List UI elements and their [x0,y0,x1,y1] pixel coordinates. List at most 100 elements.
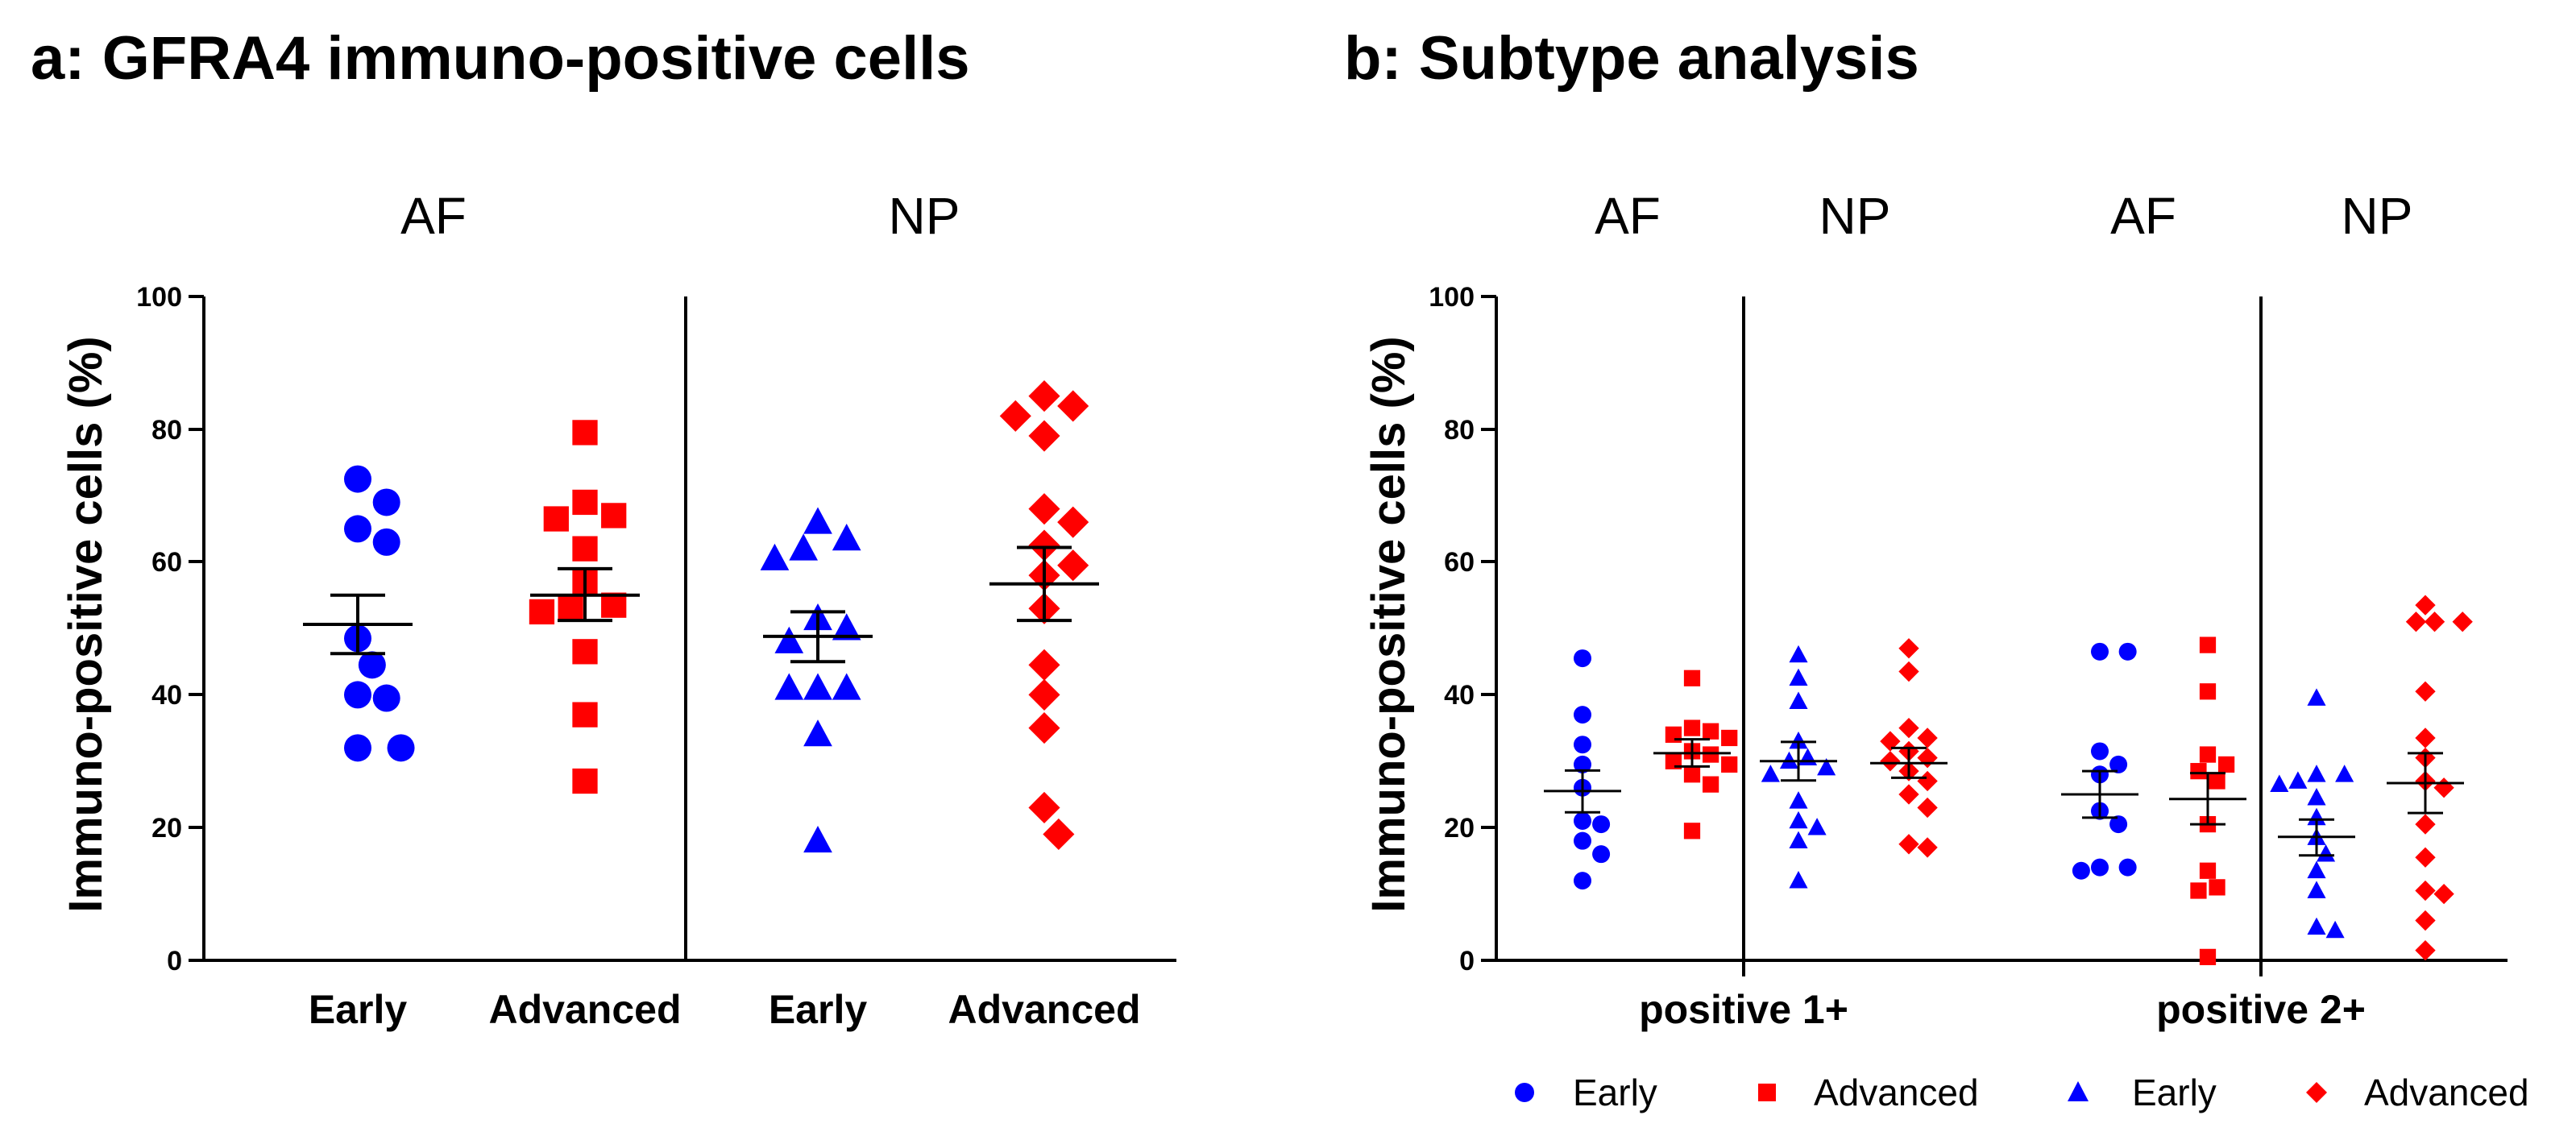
data-point [2307,788,2326,806]
data-point [2190,763,2207,780]
data-point [372,488,400,516]
data-point [1683,823,1701,839]
data-point [774,673,804,700]
data-point [1043,818,1075,850]
data-point [344,681,371,709]
data-point [803,825,832,853]
legend-item-advanced-square: Advanced [1758,1072,1979,1113]
series-2-af-advanced [2169,636,2246,965]
data-point [344,465,371,493]
data-point [2307,917,2326,935]
series-np-early [760,507,873,853]
data-point [344,734,371,762]
data-point [1917,797,1938,819]
legend-label: Advanced [2364,1072,2529,1113]
data-point [601,503,627,529]
data-point [2199,683,2217,700]
data-point [572,639,598,665]
data-point [572,489,598,516]
data-point [1880,731,1901,752]
data-point [529,599,555,625]
data-point [372,684,400,712]
data-point [1702,776,1719,793]
data-point [2405,611,2427,632]
data-point [1917,728,1938,748]
data-point [2307,688,2326,706]
data-point [1683,719,1701,736]
panel-b-group-label-af-1: AF [1595,187,1661,245]
series-1-af-early [1544,649,1621,890]
data-point [1028,380,1060,412]
y-tick-label: 80 [151,415,182,446]
data-point [999,400,1031,432]
series-1-np-advanced [1870,638,1948,858]
y-tick-label: 20 [1444,813,1475,844]
data-point [572,768,598,794]
y-tick-label: 60 [1444,547,1475,578]
panel-a-y-axis-label: Immuno-positive cells (%) [60,336,112,912]
data-point [2415,728,2436,748]
data-point [572,536,598,562]
legend-diamond-marker [2306,1082,2327,1103]
data-point [1789,731,1808,749]
y-tick-label: 0 [167,946,182,976]
series-2-np-advanced [2387,595,2473,961]
panel-b-group-label-np-2: NP [2342,187,2413,245]
data-point [1898,661,1919,682]
data-point [1574,736,1591,754]
legend-label: Early [2132,1072,2217,1113]
data-point [1721,729,1738,747]
data-point [1898,784,1919,805]
data-point [1798,748,1818,766]
data-point [1574,831,1591,850]
panel-b-y-ticks: 0 20 40 60 80 100 [1429,282,1496,976]
data-point [2199,948,2217,965]
series-np-advanced [989,380,1099,850]
legend-label: Advanced [1814,1072,1979,1113]
data-point [2307,765,2326,782]
data-point [2199,862,2217,879]
data-point [1721,756,1738,773]
data-point [372,528,400,556]
data-point [2209,879,2225,896]
data-point [2109,815,2128,834]
panel-a-data-points [303,380,1099,853]
data-point [2415,939,2436,961]
data-point [358,651,386,679]
panel-b-x-label-positive-1: positive 1+ [1639,987,1848,1032]
data-point [832,613,861,640]
panel-b-title: b: Subtype analysis [1344,24,1919,93]
data-point [2307,881,2326,898]
data-point [1917,748,1938,769]
data-point [1574,755,1591,773]
panel-a-title: a: GFRA4 immuno-positive cells [31,24,970,93]
data-point [2091,742,2109,761]
data-point [1574,649,1591,668]
data-point [387,734,415,762]
data-point [2091,858,2109,877]
panel-a-y-ticks: 0 20 40 60 80 100 [136,282,204,976]
data-point [760,543,790,570]
panel-b: b: Subtype analysis AF NP AF NP Immuno-p… [1344,24,2529,1113]
data-point [2433,883,2454,905]
data-point [2209,773,2225,790]
data-point [2072,861,2090,880]
data-point [1917,770,1938,792]
data-point [1789,831,1808,849]
data-point [1807,818,1827,835]
data-point [1898,834,1919,855]
data-point [2424,611,2445,632]
data-point [1028,420,1060,452]
data-point [572,702,598,728]
data-point [1817,757,1836,776]
data-point [1789,645,1808,663]
data-point [2433,777,2454,798]
panel-a-x-label-af-early: Early [309,987,408,1032]
data-point [1683,669,1701,686]
data-point [789,533,818,561]
data-point [2288,771,2308,789]
y-tick-label: 80 [1444,415,1475,446]
data-point [1057,549,1089,582]
y-tick-label: 40 [1444,680,1475,711]
legend-circle-marker [1515,1083,1534,1102]
